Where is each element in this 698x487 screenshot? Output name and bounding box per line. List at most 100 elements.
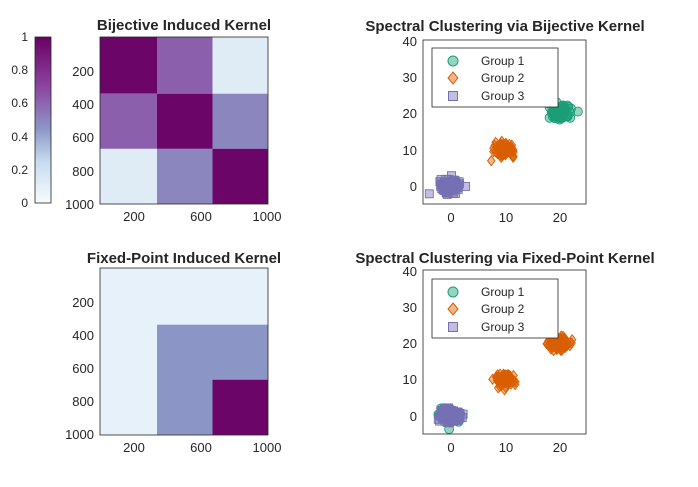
heatmap-block <box>212 37 268 94</box>
scatter-point-square <box>447 178 457 188</box>
y-tick-label: 30 <box>403 70 417 85</box>
y-tick-label: 400 <box>72 328 94 343</box>
scatter-point-diamond <box>509 151 518 163</box>
axes-box <box>99 36 269 205</box>
x-tick-label: 10 <box>499 440 513 455</box>
y-tick-label: 1000 <box>65 197 94 212</box>
scatter-point-square <box>452 407 461 417</box>
scatter-point-circle <box>554 110 564 121</box>
colorbar-tick-label: 0.8 <box>11 63 28 77</box>
heatmap-block <box>100 37 157 94</box>
scatter-point-circle <box>563 101 574 112</box>
y-tick-label: 20 <box>403 106 417 121</box>
chart-title: Bijective Induced Kernel <box>97 17 271 34</box>
y-tick-label: 10 <box>403 143 417 158</box>
scatter-point-square <box>452 412 462 422</box>
scatter-point-diamond <box>508 149 518 162</box>
colorbar-tick-label: 0.6 <box>11 96 28 110</box>
legend-box <box>431 278 559 339</box>
heatmap-panel-fixed-point: Fixed-Point Induced Kernel 200 400 600 8… <box>65 250 281 455</box>
scatter-point-diamond <box>510 378 520 391</box>
scatter-point-diamond <box>500 369 510 382</box>
y-axis-ticks: 200 400 600 800 1000 <box>65 64 94 212</box>
y-tick-label: 20 <box>403 336 417 351</box>
legend-circle-marker <box>447 286 459 298</box>
heatmap-block <box>157 148 213 204</box>
legend-label: Group 3 <box>481 320 525 334</box>
heatmap-block <box>212 148 268 204</box>
legend-square-marker <box>448 91 458 101</box>
x-axis-ticks: 200 600 1000 <box>123 209 281 224</box>
y-tick-label: 40 <box>403 34 417 49</box>
x-tick-label: 0 <box>447 440 454 455</box>
scatter-point-diamond <box>489 145 498 158</box>
y-tick-label: 400 <box>72 97 94 112</box>
y-tick-label: 200 <box>72 64 94 79</box>
legend-diamond-marker <box>447 71 459 85</box>
y-axis-ticks: 200 400 600 800 1000 <box>65 295 94 442</box>
scatter-point-diamond <box>543 337 552 350</box>
scatter-points <box>424 97 583 199</box>
scatter-point-diamond <box>491 136 500 149</box>
y-axis-ticks: 40 30 20 10 0 <box>403 264 417 424</box>
colorbar-tick-label: 0 <box>21 196 28 210</box>
legend: Group 1 Group 2 Group 3 <box>431 47 559 108</box>
scatter-point-diamond <box>502 374 511 386</box>
scatter-point-diamond <box>493 382 503 394</box>
colorbar-tick-label: 0.4 <box>11 130 28 144</box>
x-tick-label: 20 <box>553 440 567 455</box>
x-tick-label: 600 <box>190 209 212 224</box>
legend-circle-marker <box>447 55 459 67</box>
legend-square-marker <box>448 322 458 332</box>
scatter-point-diamond <box>508 144 518 156</box>
heatmap-cells <box>100 268 268 435</box>
legend-label: Group 3 <box>481 89 525 103</box>
scatter-point-square <box>448 183 458 193</box>
y-tick-label: 200 <box>72 295 94 310</box>
y-tick-label: 800 <box>72 394 94 409</box>
scatter-point-square <box>439 409 449 419</box>
y-tick-label: 600 <box>72 361 94 376</box>
axes-box <box>422 269 587 435</box>
legend-label: Group 2 <box>481 302 525 316</box>
y-axis-ticks: 40 30 20 10 0 <box>403 34 417 194</box>
colorbar: 0 0.2 0.4 0.6 0.8 1 <box>11 30 52 210</box>
scatter-point-diamond <box>560 341 570 354</box>
chart-title: Spectral Clustering via Fixed-Point Kern… <box>355 250 654 267</box>
scatter-point-square <box>461 181 471 191</box>
heatmap-block <box>157 93 213 149</box>
heatmap-block <box>100 93 157 149</box>
scatter-point-diamond <box>550 335 559 348</box>
axes-box <box>422 39 587 205</box>
scatter-point-circle <box>559 105 570 116</box>
scatter-point-square <box>424 189 434 199</box>
x-tick-label: 10 <box>499 210 513 225</box>
axes-box <box>99 267 269 436</box>
scatter-point-diamond <box>567 334 577 346</box>
y-tick-label: 30 <box>403 300 417 315</box>
y-tick-label: 600 <box>72 130 94 145</box>
legend-label: Group 2 <box>481 71 525 85</box>
x-tick-label: 200 <box>123 440 145 455</box>
colorbar-tick-label: 1 <box>21 30 28 44</box>
x-tick-label: 1000 <box>253 440 282 455</box>
y-tick-label: 800 <box>72 164 94 179</box>
scatter-panel-fixed-point: Spectral Clustering via Fixed-Point Kern… <box>355 250 654 455</box>
heatmap-block <box>100 148 157 204</box>
heatmap-panel-bijective: Bijective Induced Kernel 200 400 600 800… <box>11 17 281 224</box>
x-tick-label: 1000 <box>253 209 282 224</box>
y-tick-label: 40 <box>403 264 417 279</box>
colorbar-tick-label: 0.2 <box>11 163 28 177</box>
scatter-panel-bijective: Spectral Clustering via Bijective Kernel… <box>365 18 644 225</box>
legend-label: Group 1 <box>481 285 525 299</box>
x-tick-label: 200 <box>123 209 145 224</box>
heatmap-block <box>157 37 213 94</box>
scatter-point-diamond <box>497 149 507 162</box>
heatmap-block <box>212 379 268 435</box>
scatter-point-diamond <box>498 139 508 151</box>
legend-label: Group 1 <box>481 54 525 68</box>
scatter-point-square <box>437 184 447 193</box>
y-tick-label: 0 <box>410 179 417 194</box>
heatmap-block <box>212 93 268 149</box>
